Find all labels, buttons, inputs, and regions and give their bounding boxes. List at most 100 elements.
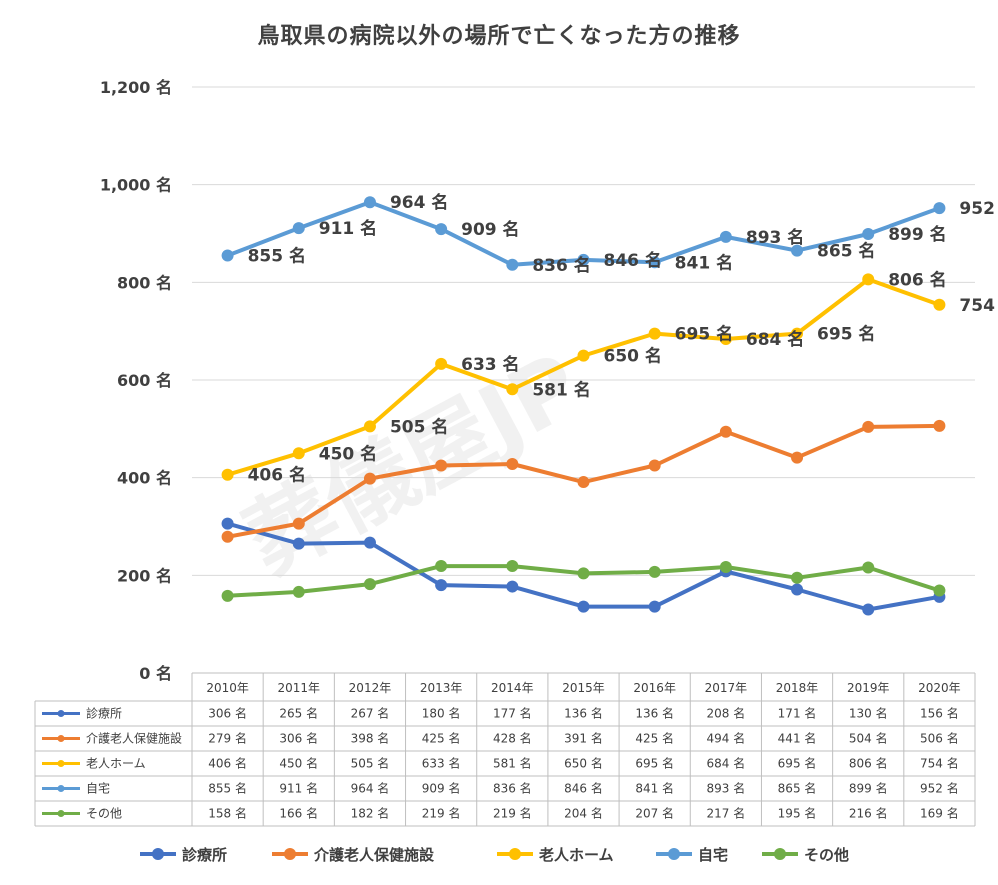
y-tick-label: 1,000 名 bbox=[100, 176, 172, 195]
data-point bbox=[363, 472, 376, 485]
y-tick-label: 1,200 名 bbox=[100, 78, 172, 97]
table-cell: 504 名 bbox=[849, 731, 888, 746]
table-cell: 306 名 bbox=[208, 706, 247, 721]
data-point bbox=[719, 230, 732, 243]
table-cell: 177 名 bbox=[493, 706, 532, 721]
table-cell: 158 名 bbox=[208, 806, 247, 821]
data-point bbox=[648, 327, 661, 340]
data-label: 841 名 bbox=[675, 252, 733, 273]
data-point bbox=[221, 530, 234, 543]
data-point bbox=[435, 357, 448, 370]
table-cell: 406 名 bbox=[208, 756, 247, 771]
table-cell: 171 名 bbox=[778, 706, 817, 721]
table-legend-marker bbox=[57, 785, 65, 792]
table-cell: 846 名 bbox=[564, 781, 603, 796]
table-cell: 909 名 bbox=[422, 781, 461, 796]
data-label: 893 名 bbox=[746, 227, 804, 248]
data-point bbox=[435, 560, 448, 573]
data-point bbox=[221, 249, 234, 262]
data-label: 846 名 bbox=[604, 250, 662, 271]
data-point bbox=[648, 600, 661, 613]
table-cell: 841 名 bbox=[635, 781, 674, 796]
table-cell: 494 名 bbox=[706, 731, 745, 746]
data-point bbox=[292, 517, 305, 530]
data-label: 406 名 bbox=[248, 465, 306, 486]
table-cell: 581 名 bbox=[493, 756, 532, 771]
watermark: 葬儀屋JP bbox=[230, 333, 597, 594]
table-row-label: 自宅 bbox=[86, 781, 110, 796]
table-cell: 166 名 bbox=[279, 806, 318, 821]
legend-marker bbox=[774, 848, 786, 860]
table-cell: 855 名 bbox=[208, 781, 247, 796]
table-cell: 684 名 bbox=[706, 756, 745, 771]
data-label: 964 名 bbox=[390, 192, 448, 213]
table-header: 2014年 bbox=[491, 681, 534, 695]
table-header: 2011年 bbox=[277, 681, 320, 695]
data-point bbox=[862, 273, 875, 286]
table-cell: 865 名 bbox=[778, 781, 817, 796]
table-cell: 425 名 bbox=[422, 731, 461, 746]
table-cell: 952 名 bbox=[920, 781, 959, 796]
data-point bbox=[933, 419, 946, 432]
table-cell: 195 名 bbox=[778, 806, 817, 821]
table-header: 2013年 bbox=[420, 681, 463, 695]
data-point bbox=[292, 222, 305, 235]
table-cell: 505 名 bbox=[351, 756, 390, 771]
table-cell: 219 名 bbox=[422, 806, 461, 821]
y-tick-label: 400 名 bbox=[117, 469, 172, 488]
data-label: 899 名 bbox=[888, 224, 946, 245]
data-point bbox=[363, 578, 376, 591]
data-label: 952 名 bbox=[959, 198, 998, 219]
table-row-label: 老人ホーム bbox=[86, 757, 146, 771]
data-point bbox=[862, 227, 875, 240]
legend-marker bbox=[152, 848, 164, 860]
y-tick-label: 200 名 bbox=[117, 566, 172, 585]
data-point bbox=[791, 571, 804, 584]
table-cell: 204 名 bbox=[564, 806, 603, 821]
table-legend-marker bbox=[57, 710, 65, 717]
table-cell: 219 名 bbox=[493, 806, 532, 821]
data-label: 855 名 bbox=[248, 245, 306, 266]
table-cell: 441 名 bbox=[778, 731, 817, 746]
table-cell: 633 名 bbox=[422, 756, 461, 771]
table-cell: 216 名 bbox=[849, 806, 888, 821]
data-label: 911 名 bbox=[319, 218, 377, 239]
data-point bbox=[506, 258, 519, 271]
table-cell: 156 名 bbox=[920, 706, 959, 721]
data-point bbox=[221, 589, 234, 602]
table-cell: 695 名 bbox=[635, 756, 674, 771]
data-point bbox=[577, 567, 590, 580]
data-label: 695 名 bbox=[675, 324, 733, 345]
data-point bbox=[221, 468, 234, 481]
data-label: 836 名 bbox=[532, 255, 590, 276]
data-point bbox=[506, 580, 519, 593]
data-point bbox=[862, 420, 875, 433]
table-cell: 964 名 bbox=[351, 781, 390, 796]
table-legend-marker bbox=[57, 760, 65, 767]
data-label: 754 名 bbox=[959, 295, 998, 316]
table-cell: 391 名 bbox=[564, 731, 603, 746]
table-cell: 425 名 bbox=[635, 731, 674, 746]
data-point bbox=[648, 256, 661, 269]
data-label: 505 名 bbox=[390, 416, 448, 437]
data-label: 450 名 bbox=[319, 443, 377, 464]
data-point bbox=[363, 420, 376, 433]
table-cell: 836 名 bbox=[493, 781, 532, 796]
legend-label: 介護老人保健施設 bbox=[313, 846, 435, 864]
table-cell: 428 名 bbox=[493, 731, 532, 746]
table-legend-marker bbox=[57, 735, 65, 742]
data-point bbox=[577, 253, 590, 266]
table-header: 2020年 bbox=[918, 681, 961, 695]
table-row-label: 診療所 bbox=[86, 706, 122, 721]
data-point bbox=[577, 476, 590, 489]
data-point bbox=[862, 603, 875, 616]
data-point bbox=[719, 332, 732, 345]
data-point bbox=[933, 584, 946, 597]
y-axis: 1,200 名 1,000 名 800 名 600 名 400 名 200 名 0 名 bbox=[100, 78, 172, 683]
data-point bbox=[292, 447, 305, 460]
data-point bbox=[506, 560, 519, 573]
table-header: 2015年 bbox=[562, 681, 605, 695]
data-point bbox=[648, 459, 661, 472]
table-cell: 267 名 bbox=[351, 706, 390, 721]
data-point bbox=[862, 561, 875, 574]
